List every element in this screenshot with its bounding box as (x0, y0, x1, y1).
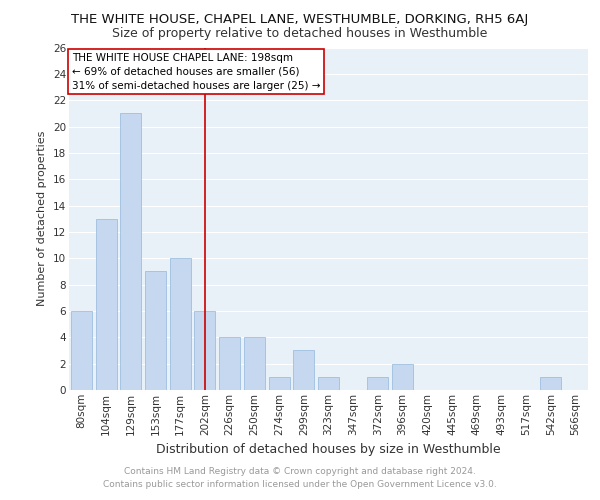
Text: THE WHITE HOUSE, CHAPEL LANE, WESTHUMBLE, DORKING, RH5 6AJ: THE WHITE HOUSE, CHAPEL LANE, WESTHUMBLE… (71, 12, 529, 26)
Text: Contains HM Land Registry data © Crown copyright and database right 2024.
Contai: Contains HM Land Registry data © Crown c… (103, 467, 497, 489)
Bar (293, 350, 314, 390)
Bar (367, 377, 388, 390)
Bar (95, 219, 116, 390)
Bar (170, 258, 191, 390)
Bar (269, 377, 290, 390)
Bar (219, 338, 240, 390)
Bar (318, 377, 339, 390)
Bar (194, 311, 215, 390)
Bar (120, 114, 141, 390)
Bar (71, 311, 92, 390)
Text: Size of property relative to detached houses in Westhumble: Size of property relative to detached ho… (112, 28, 488, 40)
Bar (244, 338, 265, 390)
Bar (541, 377, 562, 390)
Text: THE WHITE HOUSE CHAPEL LANE: 198sqm
← 69% of detached houses are smaller (56)
31: THE WHITE HOUSE CHAPEL LANE: 198sqm ← 69… (71, 52, 320, 90)
X-axis label: Distribution of detached houses by size in Westhumble: Distribution of detached houses by size … (156, 443, 501, 456)
Y-axis label: Number of detached properties: Number of detached properties (37, 131, 47, 306)
Bar (145, 272, 166, 390)
Bar (392, 364, 413, 390)
